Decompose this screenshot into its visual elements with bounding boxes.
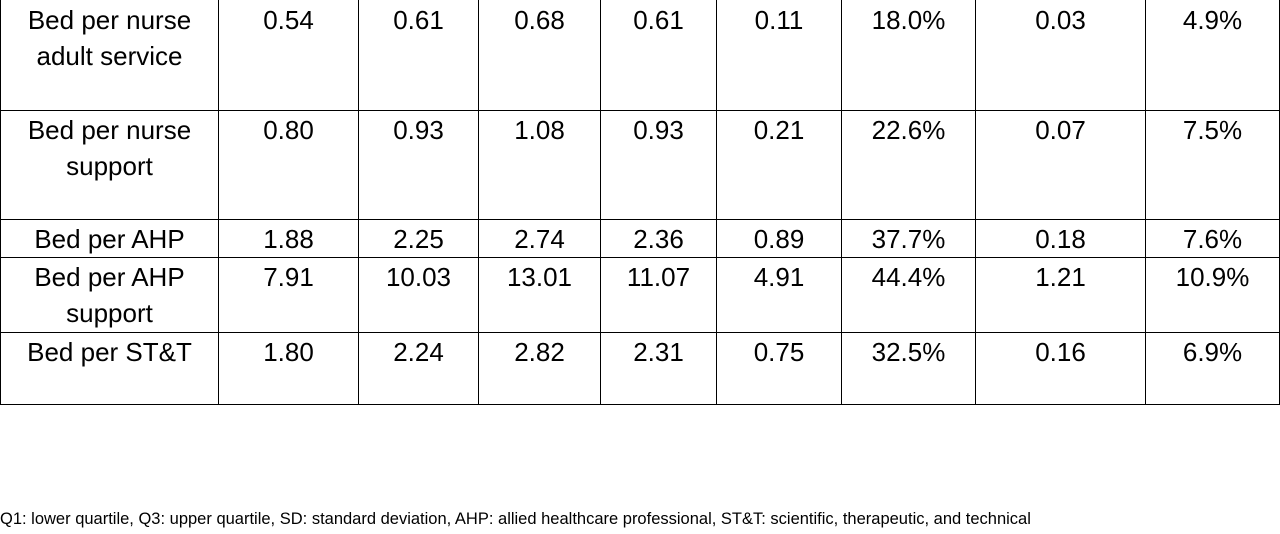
data-table: Bed per nurse adult service 0.54 0.61 0.68 0… — [0, 0, 1280, 405]
table-cell: 1.80 — [218, 332, 359, 405]
row-label: Bed per AHP — [0, 219, 219, 258]
table-cell: 1.21 — [975, 257, 1146, 333]
table-row: Bed per AHP support 7.91 10.03 13.01 11.07 4.… — [0, 257, 1280, 333]
table-cell: 4.91 — [716, 257, 842, 333]
table-cell: 0.21 — [716, 110, 842, 220]
table-cell: 6.9% — [1145, 332, 1280, 405]
table-row: Bed per nurse support 0.80 0.93 1.08 0.93 0.2… — [0, 110, 1280, 220]
table-cell: 2.36 — [600, 219, 717, 258]
table-cell: 0.07 — [975, 110, 1146, 220]
table-cell: 11.07 — [600, 257, 717, 333]
table-cell: 0.68 — [478, 0, 601, 111]
table-cell: 18.0% — [841, 0, 976, 111]
table-cell: 0.03 — [975, 0, 1146, 111]
table-row: Bed per AHP 1.88 2.25 2.74 2.36 0.89 37.7% 0.18… — [0, 219, 1280, 258]
table-cell: 37.7% — [841, 219, 976, 258]
table-cell: 0.75 — [716, 332, 842, 405]
table-cell: 2.25 — [358, 219, 479, 258]
table-cell: 7.6% — [1145, 219, 1280, 258]
table-cell: 0.11 — [716, 0, 842, 111]
table-cell: 2.31 — [600, 332, 717, 405]
table-cell: 0.61 — [358, 0, 479, 111]
table-cell: 4.9% — [1145, 0, 1280, 111]
table-row: Bed per ST&T 1.80 2.24 2.82 2.31 0.75 32.5% 0.1… — [0, 332, 1280, 405]
row-label: Bed per ST&T — [0, 332, 219, 405]
table-cell: 1.88 — [218, 219, 359, 258]
table-cell: 22.6% — [841, 110, 976, 220]
table-cell: 0.16 — [975, 332, 1146, 405]
table-cell: 0.89 — [716, 219, 842, 258]
table-cell: 2.74 — [478, 219, 601, 258]
table-cell: 0.61 — [600, 0, 717, 111]
table-cell: 0.18 — [975, 219, 1146, 258]
table-cell: 2.24 — [358, 332, 479, 405]
table-cell: 0.93 — [358, 110, 479, 220]
table-cell: 7.5% — [1145, 110, 1280, 220]
table-cell: 1.08 — [478, 110, 601, 220]
table-cell: 0.80 — [218, 110, 359, 220]
table-cell: 0.54 — [218, 0, 359, 111]
row-label: Bed per nurse adult service — [0, 0, 219, 111]
table-cell: 13.01 — [478, 257, 601, 333]
table-cell: 7.91 — [218, 257, 359, 333]
footnote: Q1: lower quartile, Q3: upper quartile, … — [0, 510, 1031, 528]
table-cell: 44.4% — [841, 257, 976, 333]
table-cell: 2.82 — [478, 332, 601, 405]
row-label: Bed per AHP support — [0, 257, 219, 333]
table-row: Bed per nurse adult service 0.54 0.61 0.68 0… — [0, 0, 1280, 111]
table-cell: 32.5% — [841, 332, 976, 405]
table-cell: 10.9% — [1145, 257, 1280, 333]
row-label: Bed per nurse support — [0, 110, 219, 220]
table-cell: 0.93 — [600, 110, 717, 220]
table-cell: 10.03 — [358, 257, 479, 333]
